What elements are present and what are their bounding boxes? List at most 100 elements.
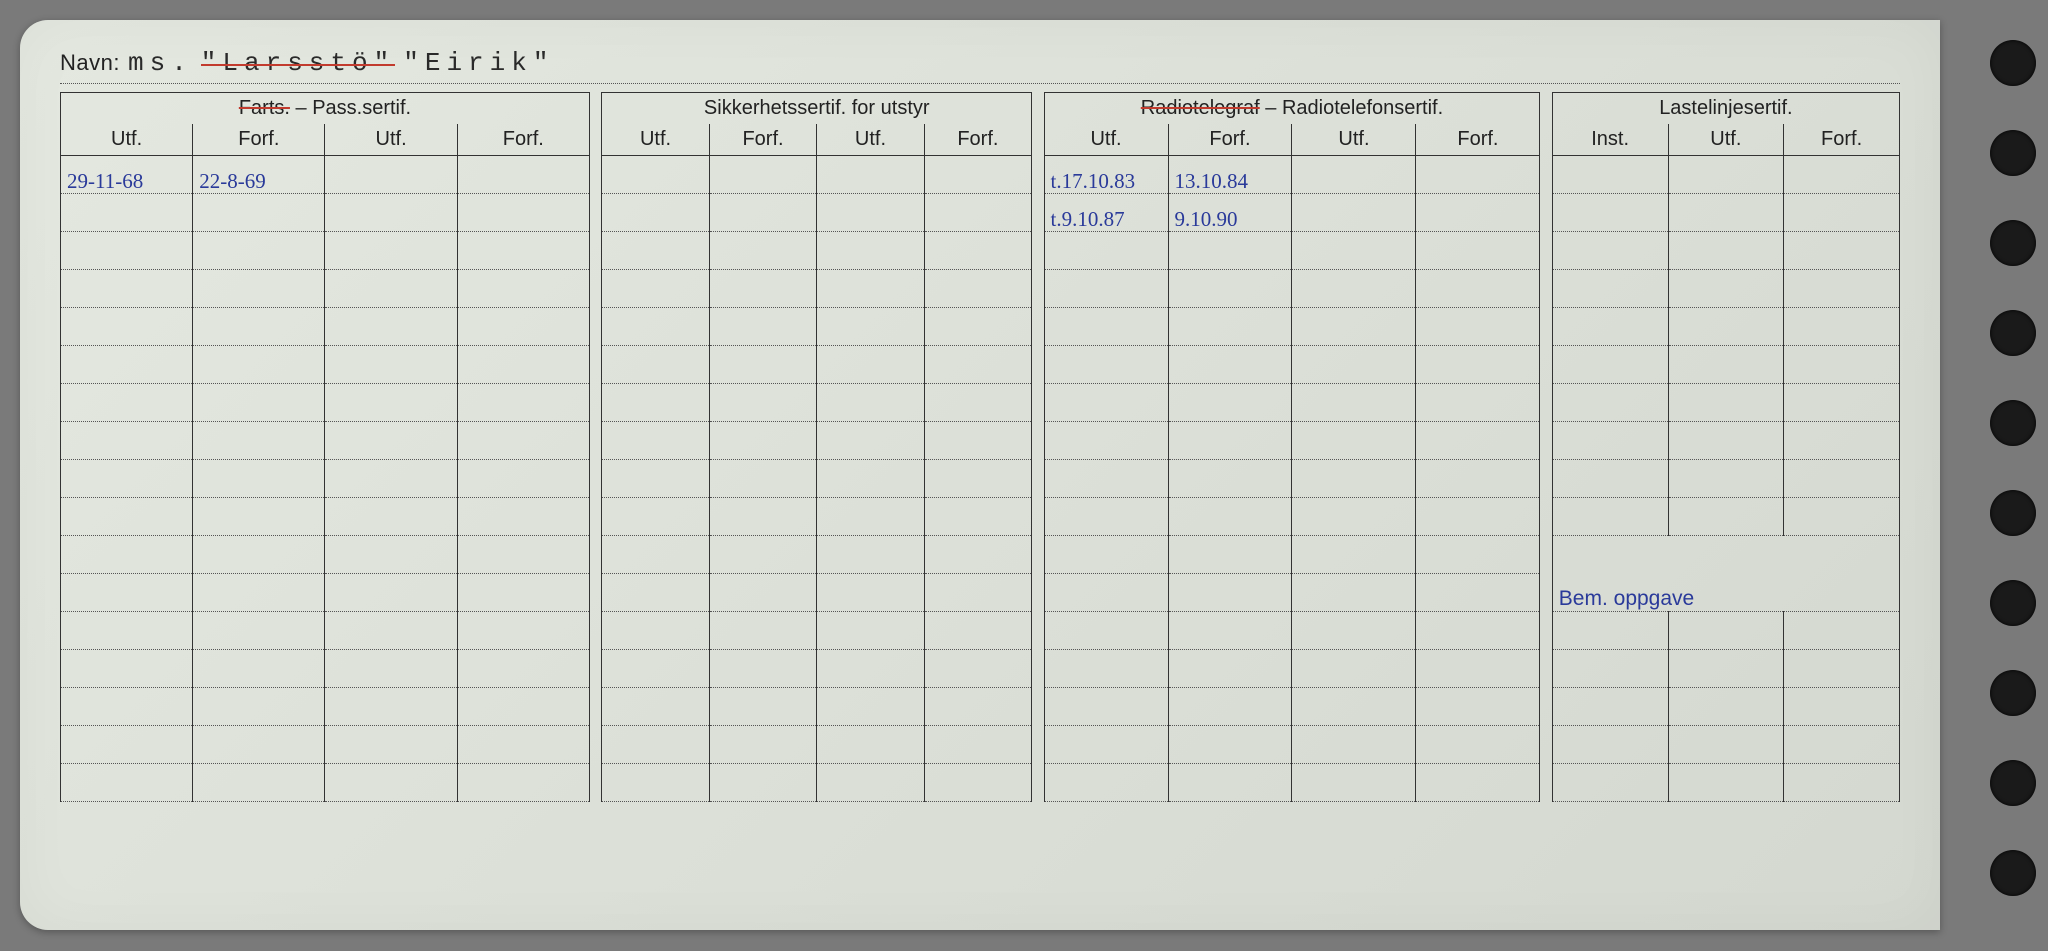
cell [1416, 156, 1540, 194]
cell [1552, 688, 1668, 726]
cell [1044, 270, 1168, 308]
cell [61, 726, 193, 764]
cell [709, 650, 816, 688]
col-forf: Forf. [924, 124, 1031, 156]
cell [193, 536, 325, 574]
cell [457, 384, 589, 422]
cell [457, 422, 589, 460]
cell [457, 346, 589, 384]
cell [61, 270, 193, 308]
cell [325, 384, 457, 422]
cell [193, 612, 325, 650]
cell [709, 270, 816, 308]
table-row: 29-11-6822-8-69t.17.10.8313.10.84 [61, 156, 1900, 194]
cell [1784, 232, 1900, 270]
cell [1668, 156, 1784, 194]
cell [193, 498, 325, 536]
cell [457, 498, 589, 536]
cell [1552, 498, 1668, 536]
cell [1416, 308, 1540, 346]
table-row: Bem. oppgave [61, 536, 1900, 574]
cell [1168, 308, 1292, 346]
cell [602, 688, 709, 726]
table-body: 29-11-6822-8-69t.17.10.8313.10.84t.9.10.… [61, 156, 1900, 802]
cell [1044, 498, 1168, 536]
navn-struck: "Larsstö" [201, 48, 395, 78]
bem-oppgave-cell: Bem. oppgave [1552, 536, 1899, 612]
table-row [61, 460, 1900, 498]
cell [61, 498, 193, 536]
cell [817, 460, 924, 498]
cell [1292, 688, 1416, 726]
cell [1552, 726, 1668, 764]
cell [457, 764, 589, 802]
cell [1292, 194, 1416, 232]
col-utf: Utf. [1292, 124, 1416, 156]
cell [602, 422, 709, 460]
cell [325, 308, 457, 346]
cell [1044, 308, 1168, 346]
col-forf: Forf. [193, 124, 325, 156]
cell [1668, 308, 1784, 346]
col-forf: Forf. [1784, 124, 1900, 156]
cell [709, 232, 816, 270]
cell [1784, 422, 1900, 460]
cell [61, 536, 193, 574]
cell [1784, 156, 1900, 194]
cell [457, 688, 589, 726]
cell [924, 460, 1031, 498]
cell [602, 156, 709, 194]
table-row [61, 384, 1900, 422]
cell [602, 498, 709, 536]
cell [1292, 460, 1416, 498]
col-forf: Forf. [1416, 124, 1540, 156]
cell [602, 270, 709, 308]
cell [61, 384, 193, 422]
hole-icon [1990, 220, 2036, 266]
cell [61, 232, 193, 270]
cell [1668, 232, 1784, 270]
cell [1292, 764, 1416, 802]
cell [1044, 726, 1168, 764]
cell [924, 384, 1031, 422]
col-forf: Forf. [457, 124, 589, 156]
cell [1416, 574, 1540, 612]
cell [817, 650, 924, 688]
cell [325, 726, 457, 764]
cell [1416, 764, 1540, 802]
cell [457, 308, 589, 346]
cell [817, 726, 924, 764]
cell [709, 498, 816, 536]
cell [1416, 194, 1540, 232]
group-sikker: Sikkerhetssertif. for utstyr [602, 93, 1032, 125]
cell [1552, 460, 1668, 498]
table-row [61, 498, 1900, 536]
cell [457, 536, 589, 574]
cell [1416, 688, 1540, 726]
cell [193, 270, 325, 308]
col-inst: Inst. [1552, 124, 1668, 156]
cell [61, 764, 193, 802]
cell [1044, 536, 1168, 574]
cell [1784, 308, 1900, 346]
cell [1552, 764, 1668, 802]
cell [1292, 422, 1416, 460]
hole-icon [1990, 580, 2036, 626]
cell [924, 536, 1031, 574]
cell [325, 422, 457, 460]
sub-header-row: Utf. Forf. Utf. Forf. Utf. Forf. Utf. Fo… [61, 124, 1900, 156]
cell [1044, 612, 1168, 650]
col-utf: Utf. [1668, 124, 1784, 156]
cell [325, 346, 457, 384]
cell [924, 498, 1031, 536]
cell [1668, 194, 1784, 232]
cell [709, 194, 816, 232]
cell [457, 726, 589, 764]
cell [709, 612, 816, 650]
cell [1044, 574, 1168, 612]
cell [709, 384, 816, 422]
cell [1784, 498, 1900, 536]
cell [1784, 764, 1900, 802]
cell [325, 574, 457, 612]
cell: t.9.10.87 [1044, 194, 1168, 232]
